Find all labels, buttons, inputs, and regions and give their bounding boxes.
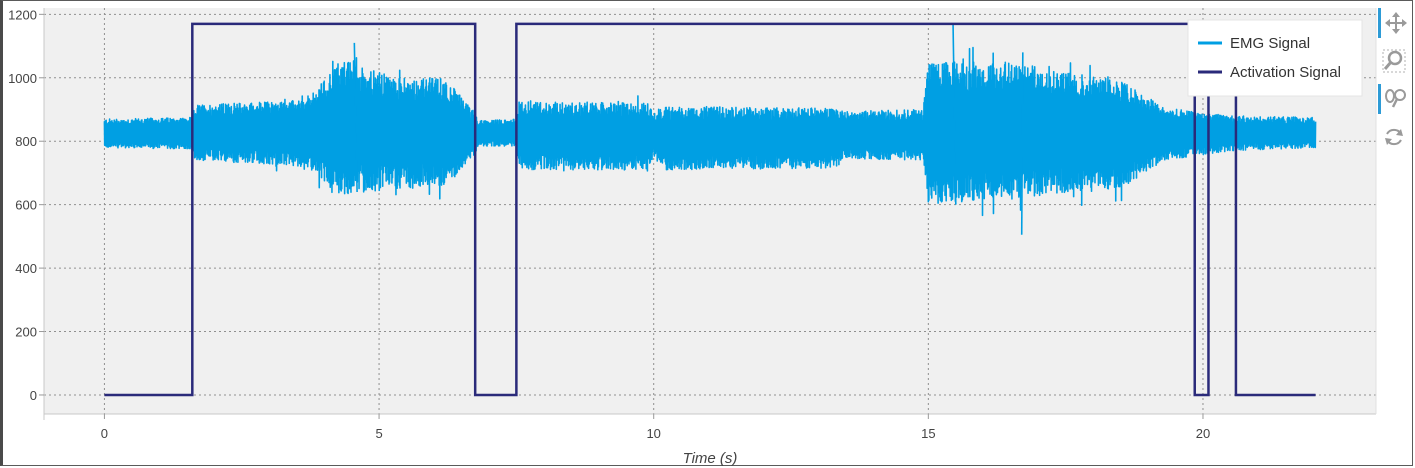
box-zoom-icon[interactable] <box>1378 46 1410 76</box>
pan-icon[interactable] <box>1378 8 1410 38</box>
x-axis-title: Time (s) <box>683 450 738 467</box>
emg-spike <box>1020 52 1024 235</box>
chart-toolbar <box>1378 8 1410 158</box>
y-tick-label: 400 <box>15 261 37 276</box>
y-tick-label: 1200 <box>8 7 37 22</box>
emg-spike <box>353 42 358 192</box>
y-tick-label: 1000 <box>8 71 37 86</box>
x-tick-label: 5 <box>375 426 382 441</box>
legend-box <box>1187 19 1363 97</box>
legend-label-emg: EMG Signal <box>1230 35 1310 52</box>
legend-label-activation: Activation Signal <box>1230 64 1341 81</box>
x-tick-label: 0 <box>101 426 108 441</box>
legend: EMG Signal Activation Signal <box>1187 19 1363 97</box>
plot-area[interactable] <box>44 8 1376 414</box>
x-tick-label: 10 <box>646 426 660 441</box>
emg-signal-line <box>103 46 1317 217</box>
y-tick-label: 600 <box>15 198 37 213</box>
wheel-zoom-icon[interactable] <box>1378 84 1410 114</box>
y-tick-label: 800 <box>15 134 37 149</box>
x-tick-label: 15 <box>921 426 935 441</box>
emg-signal-layer <box>103 23 1317 235</box>
y-tick-label: 200 <box>15 325 37 340</box>
reset-icon[interactable] <box>1378 122 1410 152</box>
y-tick-label: 0 <box>30 388 37 403</box>
emg-spike <box>952 23 957 205</box>
x-tick-label: 20 <box>1196 426 1210 441</box>
